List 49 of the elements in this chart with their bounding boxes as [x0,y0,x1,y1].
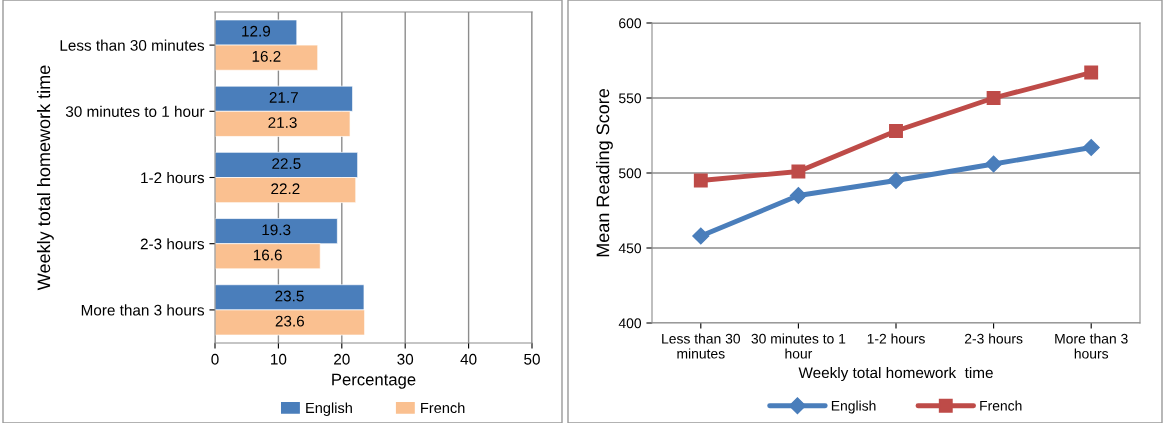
y-tick-label: Less than 30 minutes [60,39,205,51]
point [889,124,903,138]
legend-label: English [306,402,352,416]
data-label: 16.2 [252,50,281,62]
y-tick-label: 30 minutes to 1 hour [65,105,205,117]
x-tick-label: 50 [524,353,540,365]
data-label: 23.5 [275,290,304,302]
y-tick-label: 2-3 hours [140,238,205,250]
x-tick-label: 0 [211,353,219,365]
data-label: 22.5 [272,158,301,170]
point [985,155,1003,173]
x-tick-label: 40 [460,353,477,365]
y-axis-title: Weekly total homework time [36,65,54,291]
data-label: 12.9 [242,25,271,37]
point [692,227,710,245]
x-tick-label: More than 3 hours [1055,333,1128,359]
data-label: 19.3 [262,224,291,236]
y-tick-label: 400 [618,318,642,329]
y-tick-label: 500 [618,168,642,179]
y-axis-title: Mean Reading Score [596,88,613,257]
x-tick-label: 30 [397,353,414,365]
x-axis-title: Weekly total homework time [798,366,993,382]
point [1082,138,1100,157]
y-tick-label: 600 [619,18,642,29]
x-tick-label: Less than 30 minutes [662,333,741,359]
data-label: 22.2 [271,183,300,195]
x-axis-title: Percentage [332,373,416,389]
y-tick-label: 1-2 hours [141,171,205,184]
data-label: 21.7 [269,92,298,103]
point [887,171,905,190]
x-tick-label: 1-2 hours [867,333,925,344]
legend-label: English [831,400,876,414]
data-label: 21.3 [268,117,297,128]
y-tick-label: 550 [618,93,642,104]
legend-label: French [980,400,1022,411]
x-tick-label: 30 minutes to 1 hour [751,333,846,359]
y-tick-label: More than 3 hours [81,304,205,316]
data-label: 16.6 [253,249,282,261]
point [789,186,807,205]
data-label: 23.6 [275,315,305,327]
x-tick-label: 10 [271,353,287,365]
y-tick-label: 450 [618,243,642,254]
point [1084,65,1099,80]
x-tick-label: 20 [334,353,350,365]
point [986,91,1001,105]
legend-label: French [421,402,465,414]
point [791,164,806,179]
point [693,173,708,188]
x-tick-label: 2-3 hours [964,333,1023,344]
